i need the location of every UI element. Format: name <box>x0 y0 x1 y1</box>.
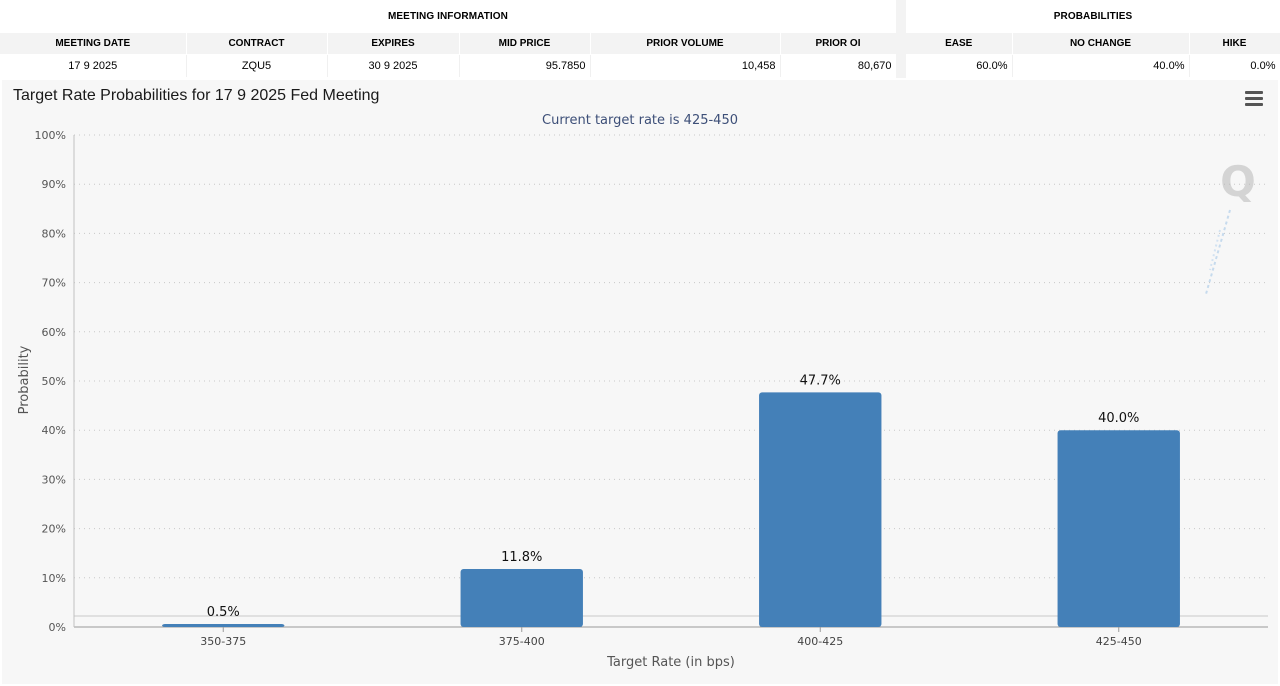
header-no-change: NO CHANGE <box>1012 33 1190 55</box>
header-meeting-date: MEETING DATE <box>0 33 187 55</box>
header-expires: EXPIRES <box>327 33 460 55</box>
header-hike: HIKE <box>1189 33 1280 55</box>
hamburger-menu-icon[interactable] <box>1245 91 1263 106</box>
x-tick-label: 375-400 <box>499 635 545 648</box>
data-label-375-400: 11.8% <box>501 550 542 565</box>
y-tick-label: 10% <box>42 572 66 585</box>
header-ease: EASE <box>906 33 1013 55</box>
y-tick-label: 50% <box>42 375 66 388</box>
bar-375-400[interactable] <box>460 568 583 627</box>
cell-ease: 60.0% <box>906 54 1013 77</box>
probabilities-table: EASE NO CHANGE HIKE 60.0% 40.0% 0.0% <box>906 33 1280 77</box>
meeting-information-panel: MEETING INFORMATION MEETING DATE CONTRAC… <box>0 0 897 78</box>
x-tick-label: 400-425 <box>797 635 843 648</box>
chart-subtitle: Current target rate is 425-450 <box>542 113 738 128</box>
y-tick-label: 80% <box>42 227 66 240</box>
y-axis-ticks: 0% 10% 20% 30% 40% 50% 60% 70% 80% 90% 100% <box>35 129 66 634</box>
x-axis-ticks: 350-375 375-400 400-425 425-450 <box>200 627 1142 648</box>
y-tick-label: 40% <box>42 424 66 437</box>
y-tick-label: 20% <box>42 523 66 536</box>
table-row: 60.0% 40.0% 0.0% <box>906 54 1280 77</box>
bar-350-375[interactable] <box>162 624 285 627</box>
meeting-information-table: MEETING DATE CONTRACT EXPIRES MID PRICE … <box>0 33 897 77</box>
cell-meeting-date: 17 9 2025 <box>0 54 187 77</box>
chart-title: Target Rate Probabilities for 17 9 2025 … <box>13 87 380 104</box>
y-tick-label: 30% <box>42 473 66 486</box>
chart-container: Target Rate Probabilities for 17 9 2025 … <box>2 80 1278 684</box>
cell-prior-volume: 10,458 <box>590 54 781 77</box>
y-tick-label: 90% <box>42 178 66 191</box>
cell-no-change: 40.0% <box>1012 54 1190 77</box>
y-tick-label: 60% <box>42 326 66 339</box>
meeting-information-title: MEETING INFORMATION <box>387 11 509 22</box>
header-prior-volume: PRIOR VOLUME <box>590 33 781 55</box>
data-labels: 0.5% 11.8% 47.7% 40.0% <box>207 373 1140 620</box>
data-label-350-375: 0.5% <box>207 605 240 620</box>
x-axis-label: Target Rate (in bps) <box>606 655 735 670</box>
bar-425-450[interactable] <box>1057 430 1180 627</box>
y-tick-label: 0% <box>49 621 66 634</box>
x-tick-label: 350-375 <box>200 635 246 648</box>
header-prior-oi: PRIOR OI <box>780 33 897 55</box>
header-contract: CONTRACT <box>186 33 328 55</box>
data-label-400-425: 47.7% <box>800 373 841 388</box>
bar-chart: Current target rate is 425-450 0% 10% 20% 3… <box>17 113 1268 670</box>
watermark-logo-icon: Q <box>1205 157 1256 295</box>
y-axis-label: Probability <box>17 345 32 414</box>
probabilities-title: PROBABILITIES <box>1053 11 1133 22</box>
panel-divider <box>896 0 906 78</box>
probabilities-panel: PROBABILITIES EASE NO CHANGE HIKE 60.0% … <box>906 0 1280 78</box>
table-row: 17 9 2025 ZQU5 30 9 2025 95.7850 10,458 … <box>0 54 897 77</box>
cell-mid-price: 95.7850 <box>459 54 591 77</box>
cell-hike: 0.0% <box>1189 54 1280 77</box>
cell-expires: 30 9 2025 <box>327 54 460 77</box>
bars <box>162 392 1180 627</box>
watermark-letter: Q <box>1220 157 1256 206</box>
cell-contract: ZQU5 <box>186 54 328 77</box>
y-tick-label: 100% <box>35 129 66 142</box>
cell-prior-oi: 80,670 <box>780 54 897 77</box>
data-label-425-450: 40.0% <box>1098 411 1139 426</box>
bar-400-425[interactable] <box>759 392 882 627</box>
header-mid-price: MID PRICE <box>459 33 591 55</box>
y-tick-label: 70% <box>42 277 66 290</box>
x-tick-label: 425-450 <box>1096 635 1142 648</box>
